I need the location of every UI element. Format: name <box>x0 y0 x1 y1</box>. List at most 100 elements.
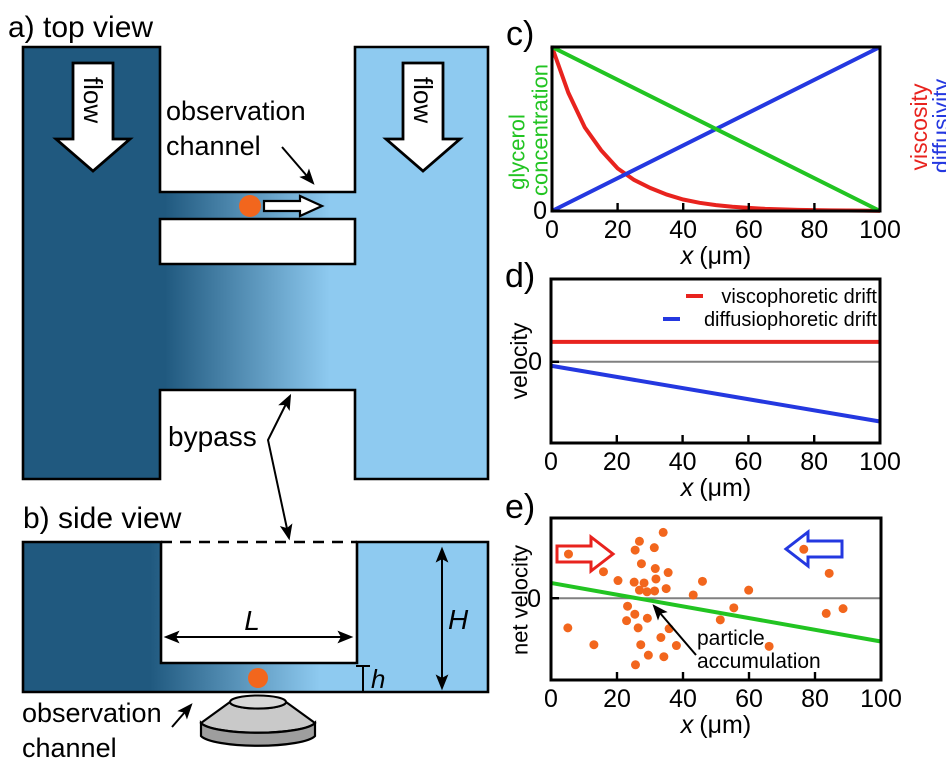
particle-accumulation-label-line1: particle <box>697 627 765 650</box>
dim-bracket-h <box>356 665 370 691</box>
chart-c-ylabel-right-viscosity: viscosity <box>906 83 932 170</box>
chart-d-xlabel-unit: (μm) <box>699 474 751 502</box>
scatter-point <box>824 568 834 578</box>
x-tick-label: 100 <box>860 685 902 713</box>
scatter-point <box>659 652 669 662</box>
series-net-velocity-trend <box>550 580 882 644</box>
observation-channel-label-line1: observation <box>166 96 306 126</box>
x-tick-label: 0 <box>545 216 559 244</box>
scatter-point <box>715 615 725 625</box>
scatter-point <box>729 603 739 613</box>
particle-accumulation-pointer-arrow <box>652 604 697 656</box>
objective-lens-base <box>199 720 317 747</box>
scatter-point <box>622 616 632 626</box>
x-tick-label: 40 <box>669 685 697 713</box>
scatter-point <box>623 601 633 611</box>
dim-label-L: L <box>244 605 260 636</box>
chart-d-xlabel: x (μm) <box>680 474 751 502</box>
chart-c-ylabel-left-line2: concentration <box>528 64 553 196</box>
bypass-block-side-view <box>161 542 357 663</box>
panel-a-top-view: flow flow observation channel bypass <box>21 45 490 541</box>
scatter-point <box>821 608 831 618</box>
chart-c-ytick-zero: 0 <box>533 197 547 225</box>
scatter-point <box>563 623 573 633</box>
scatter-point <box>744 585 754 595</box>
chart-d-ylabel: velocity <box>506 322 532 399</box>
chart-e-xlabel: x (μm) <box>680 711 751 739</box>
viscophoretic-direction-arrow <box>555 533 616 575</box>
scatter-point <box>639 578 649 588</box>
scatter-point <box>838 604 848 614</box>
chart-c-ylabel-left-line1: glycerol <box>505 114 530 190</box>
x-tick-label: 20 <box>603 448 631 476</box>
chart-d-drift-velocities: 0 20 40 60 80 100 <box>544 277 901 476</box>
legend-label-diffusiophoretic: diffusiophoretic drift <box>704 309 878 331</box>
scatter-point <box>630 660 640 670</box>
chart-c-xlabel-unit: (μm) <box>699 242 751 270</box>
bypass-pointer-double-arrow <box>266 393 293 541</box>
flow-label-left: flow <box>78 77 108 123</box>
scatter-point <box>697 576 707 586</box>
channel-outline-top-view <box>21 45 490 481</box>
scatter-point <box>688 590 698 600</box>
scatter-point <box>656 632 666 642</box>
x-tick-label: 20 <box>604 216 632 244</box>
observation-channel-pointer-arrow <box>281 146 315 185</box>
tracer-particle-top-view <box>239 195 261 217</box>
chart-e-xlabel-unit: (μm) <box>699 711 751 739</box>
flow-label-right: flow <box>408 77 438 123</box>
scatter-point <box>764 641 774 651</box>
scatter-point <box>671 641 681 651</box>
x-tick-label: 80 <box>800 216 828 244</box>
scatter-point <box>799 544 809 554</box>
x-tick-label: 40 <box>669 448 697 476</box>
plot-frame <box>550 45 882 213</box>
scatter-point <box>636 640 646 650</box>
chart-c-xlabel-var: x <box>680 242 695 270</box>
scatter-point <box>613 576 623 586</box>
x-tick-label: 60 <box>734 448 762 476</box>
channel-outline-side-view <box>21 540 490 694</box>
scatter-point <box>642 587 652 597</box>
chart-c-ylabel-right-diffusivity: diffusivity <box>928 78 946 173</box>
particle-accumulation-label-line2: accumulation <box>697 650 821 673</box>
scatter-point <box>589 640 599 650</box>
x-tick-label: 40 <box>669 216 697 244</box>
series-diffusiophoretic-drift <box>550 363 881 424</box>
x-tick-label: 80 <box>800 448 828 476</box>
x-tick-label: 60 <box>735 685 763 713</box>
chart-e-ytick-zero: 0 <box>527 585 541 613</box>
scatter-point <box>636 559 646 569</box>
panel-d-letter: d) <box>505 257 535 295</box>
scatter-point <box>643 650 653 660</box>
scatter-point <box>651 574 661 584</box>
chart-c-xlabel: x (μm) <box>680 242 751 270</box>
panel-b-title: b) side view <box>23 502 182 535</box>
legend-label-viscophoretic: viscophoretic drift <box>721 286 877 308</box>
panel-e-letter: e) <box>505 488 535 526</box>
chart-e-net-velocity: 0 20 40 60 80 100 <box>544 516 902 713</box>
scatter-point <box>634 585 644 595</box>
panel-a-title: a) top view <box>8 11 153 44</box>
x-tick-label: 100 <box>859 448 901 476</box>
panel-c-letter: c) <box>506 15 534 53</box>
particle-velocity-arrow <box>262 194 325 218</box>
chart-e-ylabel: net velocity <box>508 545 533 655</box>
flow-down-arrow-right <box>382 61 464 173</box>
diffusiophoretic-direction-arrow <box>783 528 844 570</box>
scatter-point <box>649 543 659 553</box>
chart-c-concentration-profiles: 0 20 40 60 80 100 <box>545 45 901 244</box>
scatter-point <box>650 564 660 574</box>
scatter-point <box>661 584 671 594</box>
observation-channel-label-b-line1: observation <box>22 698 162 728</box>
panel-b-side-view: L H h observation channel <box>21 540 490 763</box>
scatter-point <box>650 586 660 596</box>
bypass-label: bypass <box>168 421 257 452</box>
dim-label-h: h <box>371 664 385 694</box>
scatter-point <box>634 536 644 546</box>
scatter-point <box>563 549 573 559</box>
x-tick-label: 20 <box>603 685 631 713</box>
flow-down-arrow-left <box>52 61 134 173</box>
x-tick-label: 100 <box>859 216 901 244</box>
